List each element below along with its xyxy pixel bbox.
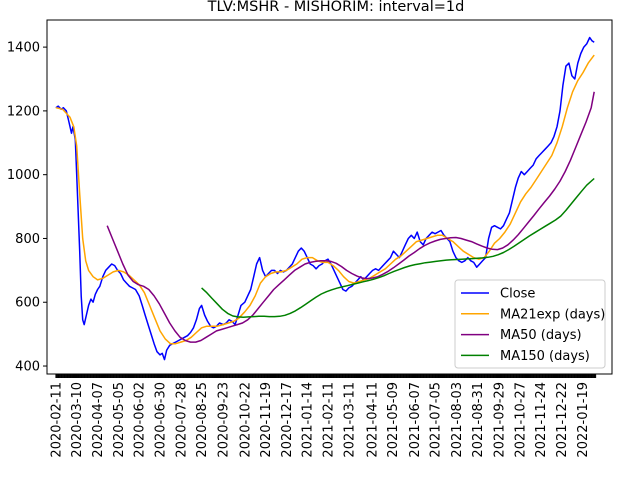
x-tick-label-15: 2021-04-11 [365, 382, 380, 458]
y-tick-label-1: 600 [15, 296, 40, 311]
legend-label-3: MA150 (days) [500, 349, 590, 364]
x-tick-label-24: 2021-12-22 [555, 382, 570, 458]
x-tick-label-11: 2020-12-17 [280, 382, 295, 458]
x-tick-label-22: 2021-10-27 [513, 382, 528, 458]
plot-area [55, 36, 595, 361]
legend-label-0: Close [500, 287, 535, 302]
legend-box [454, 279, 606, 369]
x-tick-label-13: 2021-02-11 [322, 382, 337, 458]
x-tick-label-5: 2020-06-30 [154, 382, 169, 458]
y-tick-label-3: 1000 [7, 168, 40, 183]
x-tick-label-0: 2020-02-11 [49, 382, 64, 458]
x-tick-label-20: 2021-08-31 [471, 382, 486, 458]
y-tick-label-2: 800 [15, 232, 40, 247]
x-tick-label-3: 2020-05-05 [112, 382, 127, 458]
x-tick-label-7: 2020-08-25 [195, 382, 210, 458]
y-tick-label-0: 400 [15, 360, 40, 375]
x-tick-label-4: 2020-06-02 [133, 382, 148, 458]
series-line-3 [201, 177, 595, 318]
x-tick-label-8: 2020-09-23 [217, 382, 232, 458]
legend: Close MA21exp (days) MA50 (days) MA150 (day… [454, 279, 606, 369]
series-line-2 [106, 91, 595, 343]
chart-title: TLV:MSHR - MISHORIM: interval=1d [207, 0, 465, 15]
x-tick-label-2: 2020-04-07 [91, 382, 106, 458]
x-tick-label-23: 2021-11-24 [534, 382, 549, 458]
x-tick-label-12: 2021-01-14 [301, 382, 316, 458]
x-tick-label-6: 2020-07-28 [174, 382, 189, 458]
x-tick-label-9: 2020-10-22 [238, 382, 253, 458]
x-tick-label-16: 2021-05-09 [386, 382, 401, 458]
x-tick-label-25: 2022-01-19 [576, 382, 591, 458]
legend-label-2: MA50 (days) [500, 328, 582, 343]
x-tick-label-18: 2021-07-05 [429, 382, 444, 458]
x-tick-label-21: 2021-09-29 [493, 382, 508, 458]
y-tick-label-5: 1400 [7, 41, 40, 56]
x-tick-label-19: 2021-08-03 [450, 382, 465, 458]
x-tick-label-14: 2021-03-11 [342, 382, 357, 458]
x-axis: 2020-02-11 2020-03-10 2020-04-07 2020-05-05… [49, 374, 597, 458]
legend-label-1: MA21exp (days) [500, 307, 605, 322]
y-tick-label-4: 1200 [7, 104, 40, 119]
x-tick-label-1: 2020-03-10 [70, 382, 85, 458]
series-line-0 [55, 36, 595, 361]
x-tick-label-10: 2020-11-19 [259, 382, 274, 458]
y-axis: 400 600 800 1000 1200 1400 [7, 41, 47, 375]
x-tick-label-17: 2021-06-07 [408, 382, 423, 458]
